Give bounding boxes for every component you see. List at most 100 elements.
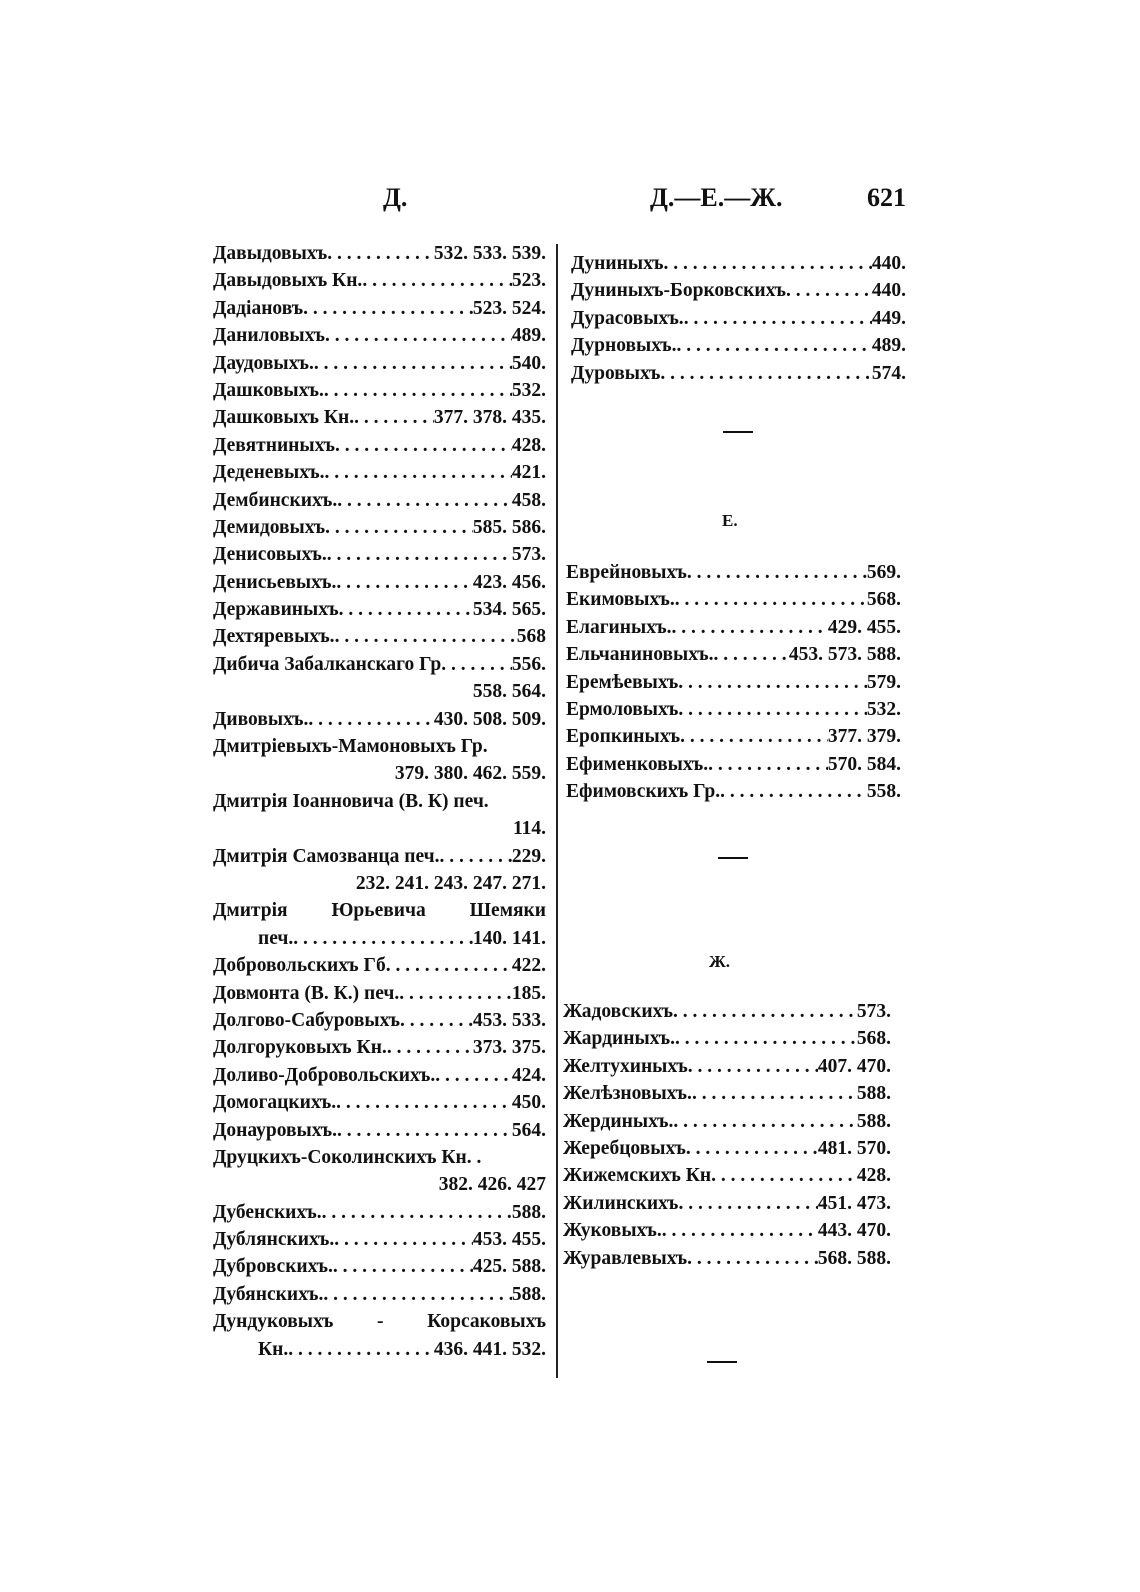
page-number: 621 bbox=[867, 183, 906, 212]
dot-leader bbox=[660, 360, 871, 387]
entry-pages: 588. bbox=[856, 1083, 891, 1105]
index-entry: Ефименковыхъ. 570. 584. bbox=[566, 751, 901, 778]
entry-pages: 114. bbox=[512, 818, 546, 840]
entry-pages: 428. bbox=[856, 1165, 891, 1187]
dot-leader bbox=[786, 277, 872, 304]
entry-name-word: - bbox=[377, 1311, 384, 1333]
index-entry: Жилинскихъ 451. 473. bbox=[563, 1190, 891, 1217]
dot-leader bbox=[678, 696, 866, 723]
dot-leader bbox=[677, 332, 872, 359]
section-zh-list: Жадовскихъ 573. Жардиныхъ. 568. Желтухиныхъ 4… bbox=[563, 998, 891, 1272]
index-entry: Еропкиныхъ 377. 379. bbox=[566, 723, 901, 750]
dot-leader bbox=[303, 295, 473, 322]
index-entry: Друцкихъ-Соколинскихъ Кн. . bbox=[213, 1144, 546, 1171]
dot-leader bbox=[678, 1190, 817, 1217]
entry-name: Ермоловыхъ bbox=[566, 698, 679, 720]
dot-leader bbox=[687, 559, 867, 586]
dot-leader bbox=[288, 1336, 434, 1363]
entry-name-word: Корсаковыхъ bbox=[427, 1311, 546, 1333]
entry-pages: 421. bbox=[511, 462, 546, 484]
entry-name: Еврейновыхъ bbox=[566, 562, 687, 583]
left-column: Давыдовыхъ 532. 533. 539. Давыдовыхъ Кн. 52… bbox=[213, 240, 546, 1363]
dot-leader bbox=[675, 1025, 857, 1052]
entry-name: Дуровыхъ bbox=[571, 362, 661, 384]
entry-name-word: Юрьевича bbox=[331, 900, 426, 922]
index-entry-continuation: 379. 380. 462. 559. bbox=[213, 760, 546, 787]
dot-leader bbox=[441, 651, 512, 678]
entry-pages: 523. 524. bbox=[472, 297, 546, 319]
entry-name-word: Дмитрія bbox=[213, 900, 288, 922]
entry-name: Ефимовскихъ Гр. bbox=[566, 781, 721, 803]
entry-name: Жуковыхъ. bbox=[563, 1220, 662, 1242]
index-entry: Дубенскихъ. 588. bbox=[213, 1199, 546, 1226]
entry-pages: 532. 533. 539. bbox=[433, 243, 546, 264]
index-entry: Жардиныхъ. 568. bbox=[563, 1025, 891, 1052]
section-heading-e: Е. bbox=[722, 511, 738, 530]
index-entry: Дашковыхъ. 532. bbox=[213, 377, 546, 404]
entry-pages: 450. bbox=[511, 1092, 546, 1114]
entry-pages: 523. bbox=[511, 270, 546, 292]
entry-name: Екимовыхъ. bbox=[566, 589, 675, 611]
dot-leader bbox=[673, 1108, 857, 1135]
entry-pages: 422. bbox=[511, 955, 546, 977]
index-entry: Жеребцовыхъ 481. 570. bbox=[563, 1135, 891, 1162]
entry-name: Кн. bbox=[258, 1338, 289, 1360]
entry-name: Ельчаниновыхъ. bbox=[566, 644, 714, 666]
index-entry: Долгоруковыхъ Кн. 373. 375. bbox=[213, 1034, 546, 1061]
dot-leader bbox=[322, 1199, 512, 1226]
index-entry: Еремѣевыхъ 579. bbox=[566, 669, 901, 696]
entry-name: Еремѣевыхъ bbox=[566, 671, 679, 693]
dot-leader bbox=[673, 998, 857, 1025]
index-entry: Даудовыхъ. 540. bbox=[213, 350, 546, 377]
entry-pages: 451. 473. bbox=[817, 1192, 891, 1214]
right-column-d: Дуниныхъ 440. Дуниныхъ-Борковскихъ 440. Дура… bbox=[571, 250, 906, 387]
entry-name: Дурасовыхъ. bbox=[571, 307, 684, 329]
index-entry-continuation: 114. bbox=[213, 815, 546, 842]
dot-leader bbox=[337, 1117, 512, 1144]
dot-leader bbox=[324, 459, 511, 486]
entry-name: Дибича Забалканскаго Гр bbox=[213, 653, 442, 675]
entry-pages: 568 bbox=[516, 626, 546, 648]
entry-pages: 564. bbox=[511, 1119, 546, 1141]
entry-pages: 382. 426. 427 bbox=[438, 1174, 546, 1196]
entry-name: Друцкихъ-Соколинскихъ Кн. . bbox=[213, 1146, 482, 1168]
running-head-center: Д.—Е.—Ж. bbox=[650, 183, 783, 212]
entry-name: Дубровскихъ. bbox=[213, 1256, 333, 1278]
dot-leader bbox=[672, 614, 828, 641]
entry-name: Елагиныхъ. bbox=[566, 616, 672, 638]
column-divider bbox=[556, 244, 558, 1378]
index-entry: Дундуковыхъ - Корсаковыхъ bbox=[213, 1308, 546, 1335]
entry-pages: 556. bbox=[511, 653, 546, 675]
index-entry: Доливо-Добровольскихъ. 424. bbox=[213, 1062, 546, 1089]
dot-leader bbox=[387, 1034, 473, 1061]
dot-leader bbox=[336, 1089, 512, 1116]
dot-leader bbox=[324, 377, 512, 404]
index-entry-continuation: 382. 426. 427 bbox=[213, 1171, 546, 1198]
index-entry: Дмитрія Іоанновича (В. К) печ. bbox=[213, 788, 546, 815]
entry-name: Дуниныхъ-Борковскихъ bbox=[571, 280, 786, 302]
index-entry: Дембинскихъ. 458. bbox=[213, 487, 546, 514]
entry-name: Дадіановъ bbox=[213, 297, 304, 319]
dot-leader bbox=[399, 980, 512, 1007]
index-entry-continuation: Кн. 436. 441. 532. bbox=[213, 1336, 546, 1363]
index-entry: Журавлевыхъ 568. 588. bbox=[563, 1245, 891, 1272]
entry-pages: 574. bbox=[871, 362, 906, 384]
entry-name: Долгово-Сабуровыхъ bbox=[213, 1009, 400, 1031]
entry-name: Дмитрія Юрьевича Шемяки bbox=[213, 897, 546, 924]
entry-name: Дубянскихъ. bbox=[213, 1283, 324, 1305]
index-entry: Державиныхъ 534. 565. bbox=[213, 596, 546, 623]
section-e-list: Еврейновыхъ 569. Екимовыхъ. 568. Елагиныхъ. 4… bbox=[566, 559, 901, 806]
entry-pages: 579. bbox=[866, 671, 901, 693]
entry-pages: 458. bbox=[511, 489, 546, 511]
dot-leader bbox=[692, 1080, 857, 1107]
dot-leader bbox=[663, 250, 871, 277]
entry-name: Давыдовыхъ Кн. bbox=[213, 270, 363, 292]
entry-pages: 585. 586. bbox=[472, 516, 546, 538]
entry-pages: 453. 533. bbox=[472, 1009, 546, 1031]
index-entry: Еврейновыхъ 569. bbox=[566, 559, 901, 586]
entry-name-word: Шемяки bbox=[469, 900, 546, 922]
index-entry: Дашковыхъ Кн. 377. 378. 435. bbox=[213, 404, 546, 431]
entry-name: Дмитрія Іоанновича (В. К) печ. bbox=[213, 790, 489, 812]
entry-pages: 440. bbox=[871, 280, 906, 302]
dot-leader bbox=[662, 1217, 818, 1244]
